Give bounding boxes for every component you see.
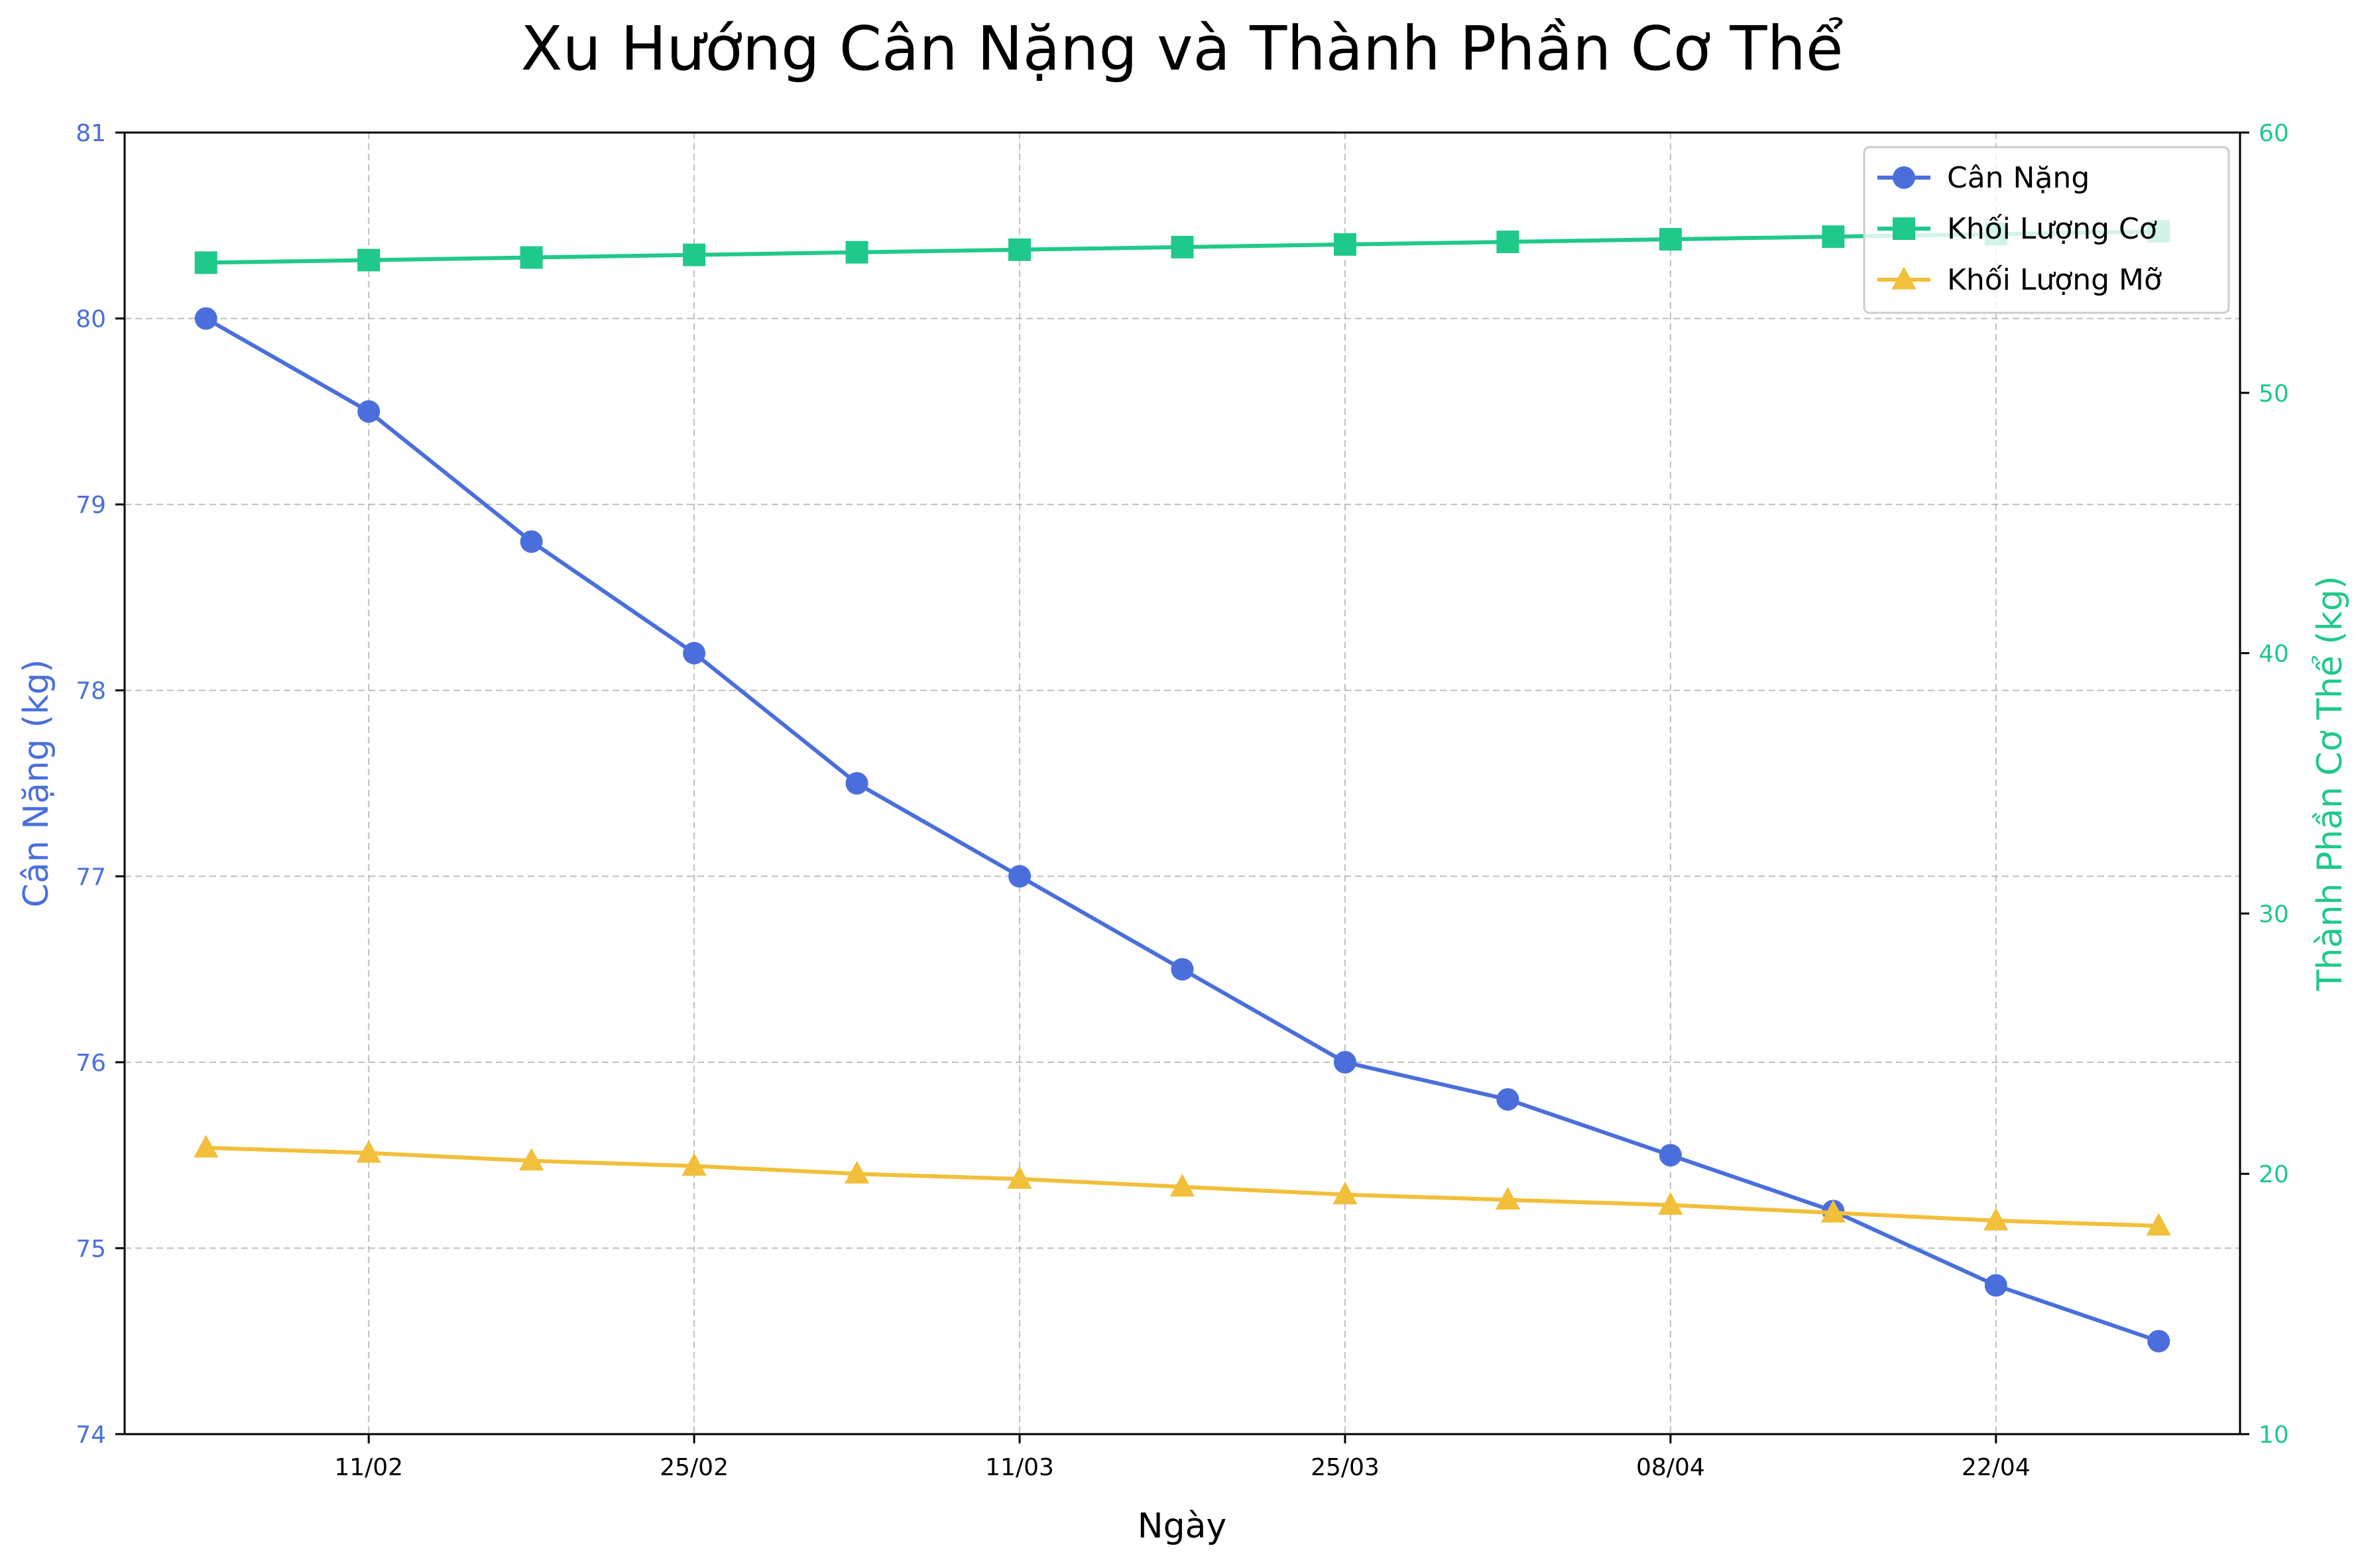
data-point (518, 1148, 544, 1171)
x-tick-label: 11/03 (985, 1454, 1054, 1481)
legend-marker (1891, 266, 1917, 290)
data-point (845, 241, 868, 264)
left-tick-label: 77 (76, 864, 106, 891)
data-point (683, 243, 706, 266)
data-point (1658, 1192, 1683, 1215)
legend-box (1863, 146, 2230, 314)
data-point (1007, 1166, 1032, 1189)
data-point (2146, 1213, 2171, 1236)
legend-item: Khối Lượng Mỡ (1877, 263, 2162, 297)
x-axis-label: Ngày (1138, 1506, 1227, 1546)
right-tick-label: 10 (2259, 1422, 2289, 1449)
data-point (1820, 1200, 1846, 1223)
x-tick-label: 25/02 (660, 1454, 729, 1481)
right-tick-label: 30 (2259, 901, 2289, 928)
data-point (1333, 233, 1356, 256)
right-axis-label: Thành Phần Cơ Thể (kg) (2310, 576, 2350, 991)
legend-label: Cân Nặng (1947, 161, 2090, 195)
data-point (1169, 1174, 1195, 1197)
left-tick-label: 78 (76, 678, 106, 705)
left-tick-label: 75 (76, 1235, 106, 1262)
data-point (1333, 1050, 1356, 1074)
data-point (1495, 1186, 1521, 1210)
legend-label: Khối Lượng Mỡ (1947, 263, 2162, 297)
legend-marker (1893, 217, 1915, 240)
data-point (1659, 228, 1682, 251)
right-tick-label: 20 (2259, 1161, 2289, 1188)
data-point (1008, 238, 1032, 261)
data-point (1171, 958, 1194, 981)
legend: Cân Nặng Khối Lượng Cơ Khối Lượng Mỡ (1863, 146, 2230, 314)
series-khoi-luong-mo (194, 1135, 2171, 1236)
plot-series (194, 220, 2171, 1353)
x-tick-label: 22/04 (1962, 1454, 2031, 1481)
data-point (1332, 1182, 1358, 1205)
legend-item: Cân Nặng (1877, 161, 2090, 195)
data-point (520, 246, 543, 269)
data-point (681, 1152, 707, 1176)
left-tick-label: 81 (76, 120, 106, 147)
data-point (1822, 225, 1845, 249)
data-point (1984, 1274, 2007, 1297)
gridlines (125, 132, 2240, 1435)
data-point (683, 642, 706, 665)
data-point (1496, 230, 1519, 253)
left-tick-label: 76 (76, 1050, 106, 1077)
x-tick-label: 25/03 (1311, 1454, 1380, 1481)
x-tick-label: 08/04 (1636, 1454, 1705, 1481)
data-point (356, 1140, 381, 1163)
right-tick-label: 60 (2259, 120, 2289, 147)
data-point (845, 772, 868, 795)
left-axis-label: Cân Nặng (kg) (17, 659, 56, 908)
left-tick-label: 74 (76, 1422, 106, 1449)
data-point (2147, 1329, 2170, 1353)
data-point (1171, 235, 1194, 258)
data-point (357, 400, 381, 423)
data-point (844, 1160, 870, 1184)
left-tick-label: 80 (76, 306, 106, 333)
chart-title: Xu Hướng Cân Nặng và Thành Phần Cơ Thể (520, 13, 1843, 84)
data-point (1983, 1207, 2009, 1231)
data-point (520, 530, 543, 553)
plot-frame (123, 131, 2241, 1435)
x-tick-label: 11/02 (334, 1454, 403, 1481)
right-tick-label: 50 (2259, 380, 2289, 408)
right-axis: 10 20 30 40 50 60 (2240, 120, 2289, 1449)
legend-item: Khối Lượng Cơ (1877, 212, 2157, 246)
legend-marker (1893, 166, 1915, 189)
data-point (1008, 865, 1032, 888)
left-tick-label: 79 (76, 492, 106, 519)
legend-label: Khối Lượng Cơ (1947, 212, 2157, 246)
data-point (357, 249, 381, 272)
data-point (194, 307, 217, 330)
right-tick-label: 40 (2259, 641, 2289, 668)
x-axis: 11/02 25/02 11/03 25/03 08/04 22/04 (334, 1434, 2031, 1481)
data-point (194, 251, 217, 274)
left-axis: 74 75 76 77 78 79 80 81 (76, 120, 125, 1449)
data-point (1659, 1144, 1682, 1167)
data-point (194, 1135, 219, 1158)
data-point (1496, 1088, 1519, 1111)
